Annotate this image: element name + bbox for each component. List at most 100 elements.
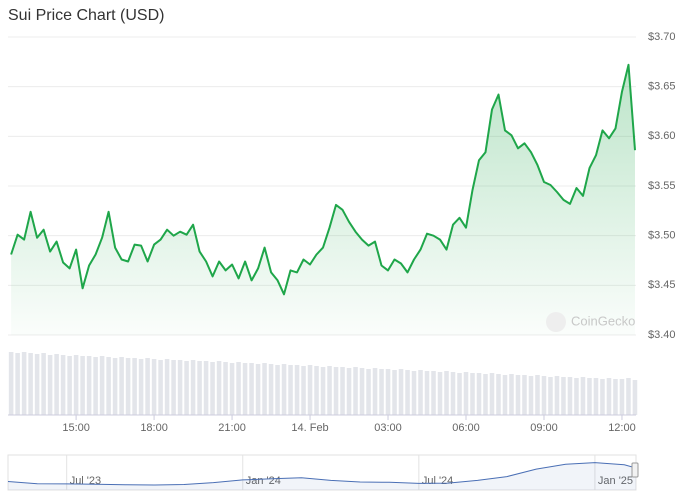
volume-bar: [106, 357, 111, 415]
navigator-tick-label: Jan '25: [598, 475, 633, 487]
volume-bar: [119, 357, 124, 415]
volume-bar: [171, 360, 176, 415]
volume-bar: [346, 368, 352, 415]
volume-bar: [203, 361, 209, 415]
volume-bar: [249, 363, 254, 415]
volume-bar: [223, 362, 228, 415]
volume-bar: [184, 361, 189, 415]
volume-bar: [476, 373, 482, 415]
volume-bar: [307, 365, 313, 415]
y-tick-label: $3.40: [648, 329, 676, 341]
volume-bar: [405, 370, 410, 415]
x-tick-label: 12:00: [608, 422, 636, 434]
volume-bar: [268, 364, 274, 415]
volume-bar: [294, 365, 300, 415]
volume-bar: [411, 371, 417, 415]
volume-bar: [626, 378, 631, 415]
navigator-line: [7, 462, 637, 486]
volume-bar: [567, 377, 573, 415]
volume-bar: [561, 377, 566, 415]
price-line: [10, 63, 636, 296]
volume-bar: [587, 378, 592, 415]
volume-bar: [262, 363, 267, 415]
volume-bar: [600, 379, 605, 415]
price-area: [11, 64, 636, 336]
volume-bar: [34, 354, 40, 415]
volume-bar: [593, 378, 599, 415]
volume-bar: [327, 366, 332, 415]
volume-bar: [60, 355, 66, 415]
volume-bar: [372, 368, 378, 415]
x-tick-label: 09:00: [530, 422, 558, 434]
y-tick-label: $3.60: [648, 130, 676, 142]
x-tick-label: 14. Feb: [291, 422, 328, 434]
volume-bar: [515, 375, 521, 415]
volume-bar: [229, 363, 235, 415]
volume-bar: [86, 356, 92, 415]
volume-bar: [8, 352, 14, 415]
volume-bar: [21, 352, 27, 415]
volume-bar: [379, 369, 384, 415]
volume-bar: [314, 366, 319, 415]
volume-bar: [548, 377, 553, 415]
volume-bar: [190, 360, 196, 415]
volume-bar: [236, 362, 241, 415]
x-tick-label: 06:00: [452, 422, 480, 434]
y-tick-label: $3.50: [648, 230, 676, 242]
volume-bar: [554, 376, 560, 415]
x-tick-label: 15:00: [62, 422, 90, 434]
x-tick-label: 21:00: [218, 422, 246, 434]
volume-bar: [41, 353, 46, 415]
volume-bar: [606, 378, 612, 415]
volume-bar: [242, 363, 248, 415]
volume-bar: [385, 369, 391, 415]
y-tick-label: $3.65: [648, 81, 676, 93]
volume-bar: [255, 364, 261, 415]
volume-bar: [496, 374, 501, 415]
volume-bar: [359, 368, 365, 415]
volume-bar: [67, 356, 72, 415]
volume-bar: [132, 358, 137, 415]
volume-bar: [489, 373, 495, 415]
volume-bar: [431, 371, 436, 415]
y-tick-label: $3.45: [648, 279, 676, 291]
navigator-tick-label: Jan '24: [246, 475, 281, 487]
volume-bar: [158, 360, 163, 415]
watermark-logo: [546, 312, 566, 332]
chart-title: Sui Price Chart (USD): [8, 7, 164, 24]
volume-bar: [80, 356, 85, 415]
volume-bar: [457, 373, 462, 415]
volume-bar: [424, 371, 430, 415]
volume-bar: [216, 361, 222, 415]
watermark: CoinGecko: [571, 313, 635, 328]
volume-bar: [437, 372, 443, 415]
y-tick-label: $3.55: [648, 180, 676, 192]
volume-bar: [93, 357, 98, 415]
volume-bar: [288, 365, 293, 415]
volume-bar: [483, 374, 488, 415]
volume-bar: [444, 371, 449, 415]
volume-bar: [210, 362, 215, 415]
volume-bar: [580, 377, 586, 415]
volume-bar: [15, 353, 20, 415]
volume-bar: [112, 358, 118, 415]
x-tick-label: 03:00: [374, 422, 402, 434]
volume-bar: [340, 367, 345, 415]
volume-bar: [54, 354, 59, 415]
volume-bar: [28, 353, 33, 415]
y-tick-label: $3.70: [648, 31, 676, 43]
volume-bar: [613, 379, 618, 415]
volume-bar: [535, 375, 540, 415]
volume-bar: [281, 364, 287, 415]
volume-bar: [138, 359, 144, 415]
volume-bar: [125, 358, 131, 415]
volume-bar: [398, 369, 404, 415]
volume-bar: [522, 375, 527, 415]
navigator-tick-label: Jul '24: [422, 475, 453, 487]
volume-bar: [632, 380, 638, 415]
volume-bar: [450, 372, 456, 415]
volume-bar: [320, 367, 326, 415]
volume-bar: [275, 365, 280, 415]
volume-bar: [619, 379, 625, 415]
